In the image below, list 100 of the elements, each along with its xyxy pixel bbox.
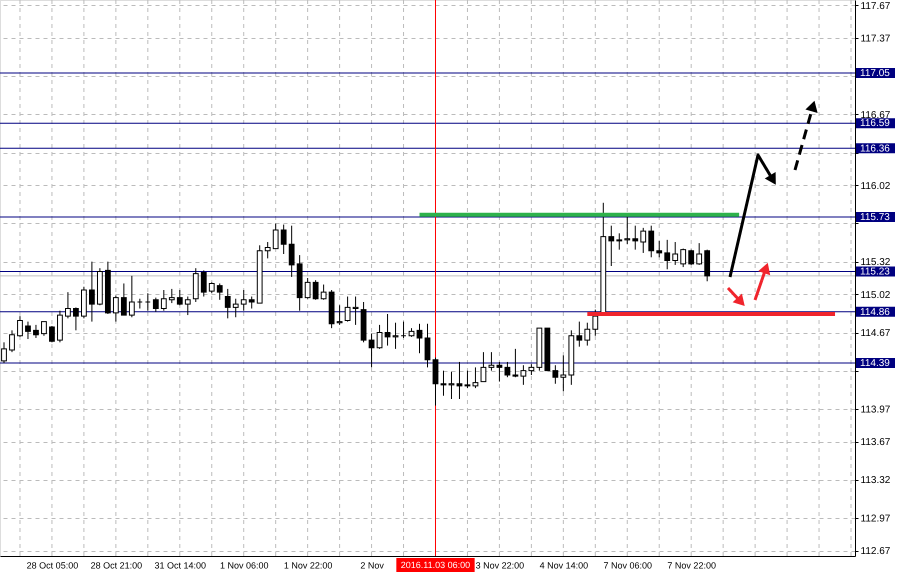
ref-line-label: 116.36 (860, 143, 890, 154)
candlestick (672, 242, 678, 266)
x-tick-label: 1 Nov 06:00 (220, 560, 268, 570)
candlestick (17, 316, 23, 338)
candlestick (248, 296, 255, 310)
candlestick (288, 225, 295, 278)
candlestick (136, 298, 143, 310)
candlestick (688, 249, 694, 266)
candlestick (232, 298, 239, 318)
candlestick (280, 224, 287, 255)
candlestick (33, 324, 39, 338)
candlestick (384, 313, 390, 346)
candlestick (112, 294, 119, 322)
candlestick (73, 306, 79, 331)
candlestick (240, 289, 247, 312)
candlestick (632, 225, 638, 250)
candlestick (472, 366, 478, 389)
candlestick (128, 275, 135, 318)
ref-line-label: 114.39 (860, 358, 890, 370)
candlestick (320, 284, 327, 300)
candlestick (264, 242, 271, 259)
candlestick (576, 321, 582, 348)
y-tick-label: 116.02 (860, 180, 891, 192)
candlestick (680, 248, 686, 268)
y-tick-label: 112.67 (860, 546, 891, 558)
candlestick (584, 322, 590, 346)
candlestick (376, 324, 382, 350)
candlestick (312, 280, 319, 300)
candlestick (424, 323, 430, 368)
ref-line-label: 115.73 (860, 212, 890, 223)
candlestick (344, 296, 350, 322)
candlestick (488, 352, 494, 372)
y-tick-label: 112.97 (860, 513, 891, 524)
ref-line-label: 114.86 (860, 306, 890, 318)
x-tick-label: 1 Nov 22:00 (284, 560, 332, 570)
candlestick (616, 232, 622, 250)
candlestick (352, 296, 358, 326)
candlestick (640, 227, 646, 254)
candlestick (664, 239, 670, 270)
y-tick-label: 113.32 (860, 475, 891, 486)
candlestick (176, 289, 183, 306)
candlestick (560, 354, 566, 392)
candlestick (400, 321, 406, 338)
x-tick-label: 3 Nov 22:00 (476, 560, 524, 570)
ref-line-label: 115.23 (860, 266, 890, 278)
candlestick (552, 364, 558, 384)
candlestick (49, 325, 55, 343)
y-tick-label: 115.32 (860, 257, 891, 268)
candlestick (512, 348, 518, 378)
y-tick-label: 114.67 (860, 328, 891, 340)
y-tick-label: 117.37 (860, 34, 891, 45)
candlestick (392, 322, 398, 350)
candlestick (520, 364, 526, 386)
candlestick (480, 352, 486, 382)
candlestick (440, 370, 446, 396)
x-tick-label: 4 Nov 14:00 (540, 560, 588, 570)
candlestick (152, 297, 159, 312)
candlestick (528, 364, 534, 376)
candlestick (368, 333, 374, 368)
candlestick (496, 361, 502, 382)
ref-line-label: 116.59 (860, 118, 890, 130)
x-tick-label: 28 Oct 05:00 (26, 560, 78, 570)
x-tick-label: 31 Oct 14:00 (154, 560, 206, 570)
candlestick (416, 323, 422, 354)
candlestick (608, 225, 614, 267)
candlestick (168, 288, 175, 304)
candlestick (41, 321, 47, 336)
candlestick (224, 288, 231, 319)
candlestick (432, 357, 438, 406)
candlestick (464, 370, 470, 389)
candlestick (200, 270, 207, 298)
y-tick-label: 113.97 (860, 404, 891, 416)
candlestick (456, 361, 462, 400)
candlestick (304, 278, 311, 300)
candlestick (656, 240, 662, 258)
candlestick (648, 225, 654, 258)
x-tick-label: 7 Nov 22:00 (667, 560, 716, 570)
candlestick (272, 222, 279, 250)
candlestick (25, 321, 31, 340)
candlestick (208, 282, 215, 294)
ref-line-label: 117.05 (860, 68, 890, 80)
candlestick (624, 214, 630, 245)
y-tick-label: 115.02 (860, 290, 891, 301)
y-tick-label: 113.67 (860, 437, 891, 448)
x-tick-label: 28 Oct 21:00 (90, 560, 142, 570)
candlestick (9, 330, 15, 353)
candlestick (144, 292, 151, 312)
candlestick (504, 361, 510, 378)
candlestick (336, 304, 342, 326)
x-tick-label: 2 Nov (360, 560, 384, 570)
candlestick (184, 296, 191, 316)
candlestick (88, 261, 95, 322)
x-tick-label: 7 Nov 06:00 (603, 560, 652, 570)
candlestick (216, 282, 223, 300)
candlestick (120, 282, 127, 316)
candlestick (65, 292, 71, 319)
x-tick-label: 2016.11.03 06:00 (400, 560, 470, 570)
candlestick (696, 242, 702, 266)
candlestick (448, 371, 454, 400)
y-tick-label: 117.67 (860, 0, 891, 12)
